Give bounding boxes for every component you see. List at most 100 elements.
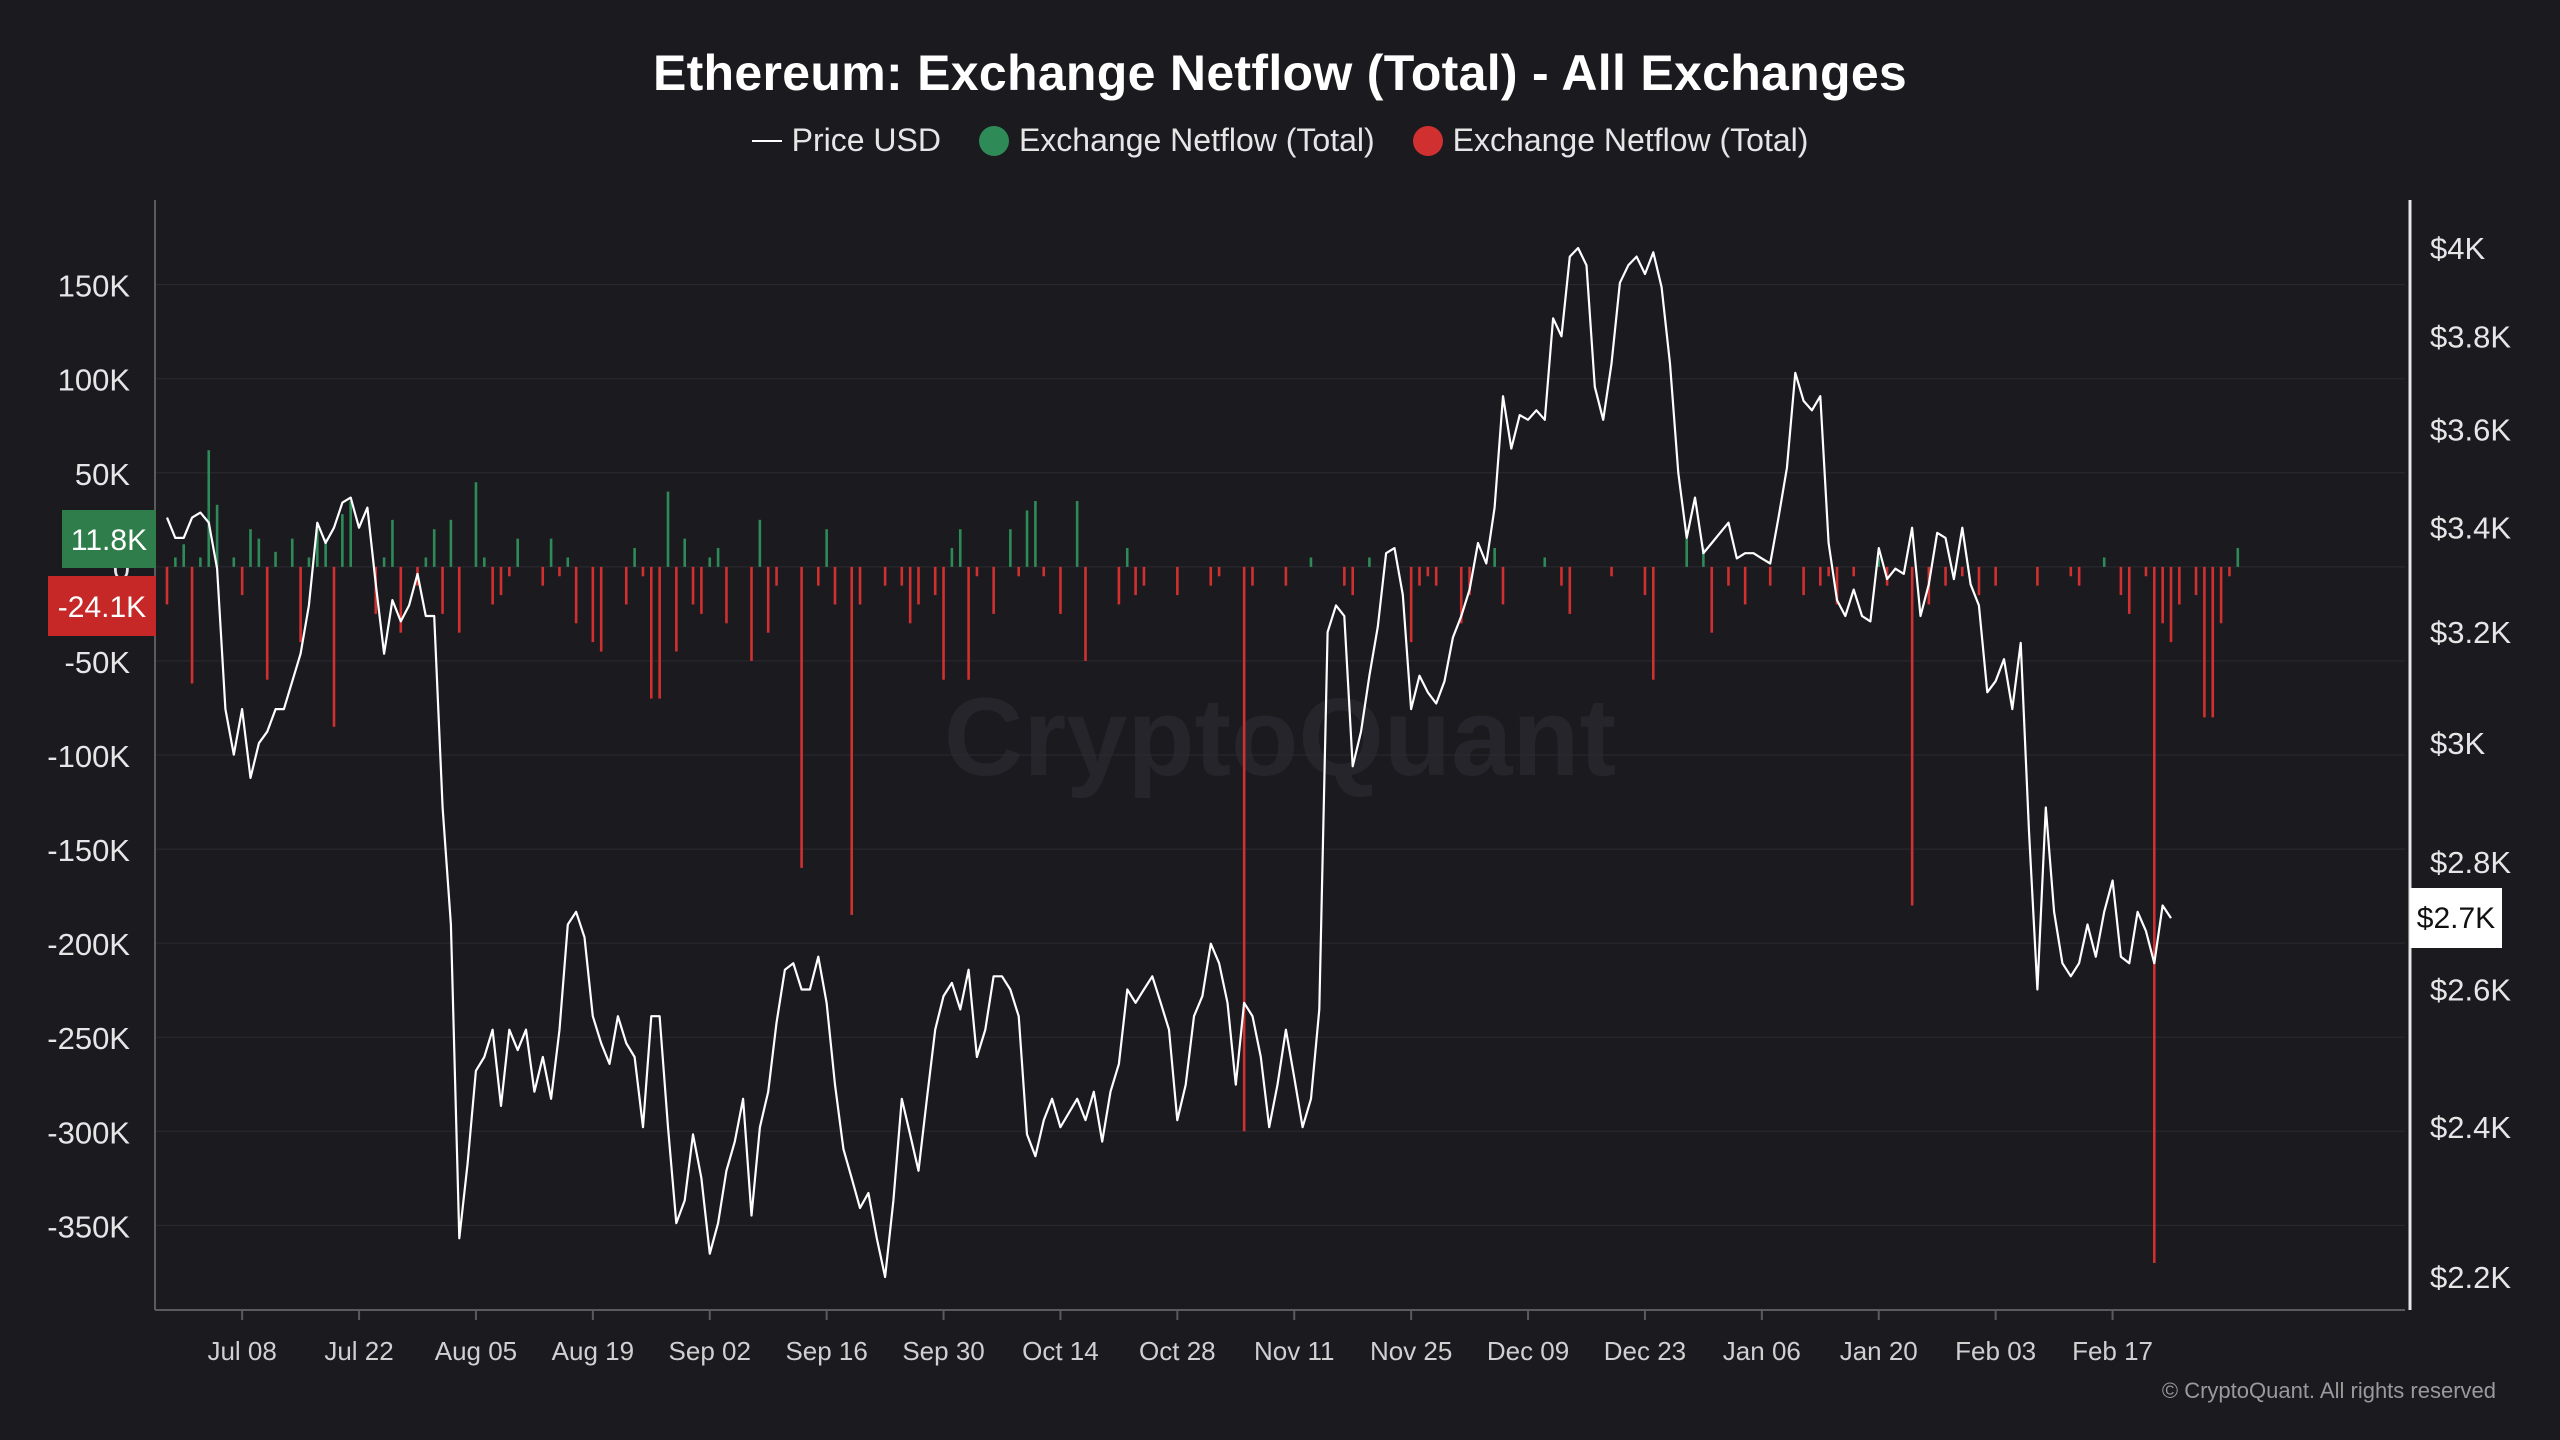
netflow-bar-negative: [2203, 566, 2206, 718]
netflow-bar-negative: [2228, 566, 2231, 577]
netflow-bar-positive: [2236, 548, 2240, 567]
netflow-bar-negative: [624, 566, 628, 605]
netflow-bar-negative: [967, 566, 970, 680]
right-tick-label: $3.6K: [2430, 412, 2511, 447]
netflow-bar-negative: [1802, 566, 1805, 596]
legend-item-price[interactable]: Price USD: [751, 122, 941, 159]
netflow-bar-positive: [1309, 557, 1313, 567]
left-tick-label: -350K: [47, 1209, 130, 1244]
netflow-bar-negative: [800, 566, 803, 868]
netflow-bar-negative: [1819, 566, 1822, 586]
netflow-bar-negative: [658, 566, 661, 699]
netflow-bar-negative: [1284, 566, 1288, 586]
legend-item-outflow[interactable]: Exchange Netflow (Total): [1412, 122, 1808, 159]
netflow-bar-negative: [1652, 566, 1655, 680]
netflow-bar-negative: [1409, 566, 1413, 643]
netflow-bar-positive: [516, 538, 519, 567]
x-tick-label: Sep 16: [785, 1336, 867, 1366]
left-tick-label: -50K: [65, 645, 131, 680]
netflow-bar-negative: [1710, 566, 1714, 633]
right-tick-label: $3.4K: [2430, 511, 2511, 546]
netflow-bar-negative: [165, 566, 169, 605]
netflow-bar-positive: [249, 529, 252, 567]
netflow-bar-positive: [232, 557, 236, 567]
right-tick-label: $3K: [2430, 726, 2485, 761]
netflow-bar-positive: [950, 548, 954, 567]
netflow-bar-negative: [574, 566, 578, 624]
netflow-bar-negative: [900, 566, 904, 586]
netflow-negative-badge: [48, 576, 156, 636]
netflow-bar-negative: [1743, 566, 1747, 605]
netflow-bar-positive: [716, 548, 720, 567]
netflow-bar-negative: [1568, 566, 1572, 614]
netflow-bar-negative: [2178, 566, 2181, 605]
line-swatch-icon: [751, 139, 782, 142]
copyright-notice: © CryptoQuant. All rights reserved: [2161, 1378, 2496, 1403]
netflow-bar-negative: [499, 566, 503, 596]
x-tick-label: Sep 02: [669, 1336, 751, 1366]
netflow-bar-negative: [850, 566, 853, 915]
legend-item-inflow[interactable]: Exchange Netflow (Total): [978, 122, 1375, 159]
netflow-bar-positive: [382, 557, 386, 567]
netflow-bar-negative: [190, 566, 194, 684]
netflow-bar-negative: [691, 566, 695, 605]
netflow-bar-negative: [1251, 566, 1254, 586]
netflow-bar-negative: [1084, 566, 1087, 661]
netflow-bar-positive: [341, 514, 344, 567]
netflow-bar-negative: [1459, 566, 1463, 624]
x-tick-label: Aug 05: [435, 1336, 517, 1366]
netflow-bar-positive: [274, 551, 277, 567]
right-tick-label: $3.2K: [2430, 615, 2511, 650]
netflow-bar-negative: [725, 566, 728, 624]
netflow-bar-negative: [1835, 566, 1839, 605]
red-dot-icon: [1412, 125, 1443, 156]
netflow-bar-positive: [2102, 557, 2106, 567]
netflow-bar-negative: [1610, 566, 1613, 577]
netflow-bar-positive: [449, 519, 453, 567]
netflow-bar-negative: [508, 566, 511, 577]
netflow-bar-negative: [1042, 566, 1046, 577]
netflow-bar-positive: [1702, 548, 1705, 567]
netflow-bar-positive: [549, 538, 553, 567]
chart-title: Ethereum: Exchange Netflow (Total) - All…: [652, 45, 1908, 101]
netflow-bar-negative: [2194, 566, 2198, 596]
netflow-bar-negative: [2036, 566, 2039, 586]
netflow-negative-badge-label: -24.1K: [58, 591, 146, 624]
netflow-bar-positive: [257, 538, 261, 567]
legend: Price USD Exchange Netflow (Total) Excha…: [0, 122, 2560, 159]
netflow-bar-negative: [599, 566, 603, 652]
x-tick-label: Aug 19: [552, 1336, 634, 1366]
netflow-bar-positive: [474, 482, 478, 567]
price-current-badge: [2410, 888, 2502, 948]
netflow-bar-negative: [775, 566, 778, 586]
left-tick-label: -250K: [47, 1021, 130, 1056]
right-tick-label: $2.2K: [2430, 1260, 2511, 1295]
netflow-bar-negative: [766, 566, 770, 633]
netflow-bar-positive: [432, 529, 436, 567]
netflow-bar-negative: [1134, 566, 1137, 596]
netflow-bar-negative: [942, 566, 945, 680]
netflow-bar-negative: [2144, 566, 2148, 577]
netflow-bar-positive: [174, 557, 177, 567]
netflow-bar-positive: [683, 538, 686, 567]
netflow-bar-negative: [1434, 566, 1438, 586]
netflow-bar-negative: [1351, 566, 1354, 596]
netflow-bar-negative: [1944, 566, 1947, 586]
netflow-bar-negative: [1242, 566, 1246, 1132]
netflow-bar-positive: [1034, 501, 1037, 567]
left-tick-label: -200K: [47, 927, 130, 962]
right-tick-label: $2.6K: [2430, 972, 2511, 1007]
netflow-bar-negative: [265, 566, 269, 680]
x-tick-label: Oct 28: [1139, 1336, 1216, 1366]
left-tick-label: 50K: [75, 457, 130, 492]
right-tick-label: $4K: [2430, 231, 2485, 266]
netflow-bar-positive: [666, 491, 670, 567]
netflow-bar-negative: [1418, 566, 1421, 586]
left-tick-label: 150K: [58, 269, 131, 304]
netflow-bar-positive: [1685, 538, 1688, 567]
netflow-bar-negative: [1910, 566, 1914, 906]
netflow-bar-negative: [2153, 566, 2156, 1263]
x-tick-label: Sep 30: [902, 1336, 984, 1366]
legend-label-inflow: Exchange Netflow (Total): [1018, 122, 1375, 158]
